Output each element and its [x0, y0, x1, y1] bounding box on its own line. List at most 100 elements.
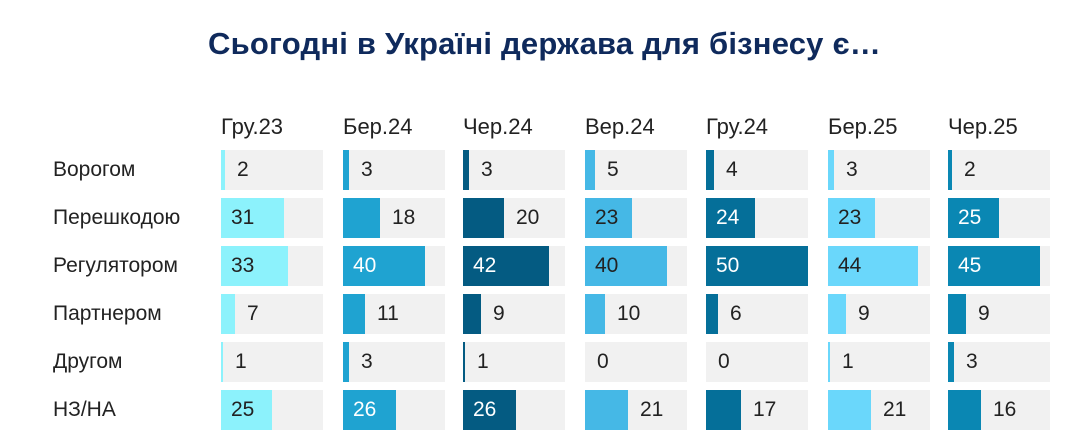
- bar: [948, 294, 966, 334]
- bar-track: 0: [585, 342, 687, 382]
- bar-track: 3: [343, 150, 445, 190]
- bar: [343, 390, 396, 430]
- row-label: НЗ/НА: [53, 398, 116, 421]
- bar-track: 4: [706, 150, 808, 190]
- value-label: 21: [640, 398, 664, 421]
- bar-track: 23: [585, 198, 687, 238]
- bar: [706, 150, 714, 190]
- bar-track: 33: [221, 246, 323, 286]
- value-label: 21: [883, 398, 907, 421]
- bar: [221, 390, 272, 430]
- bar: [343, 342, 349, 382]
- bar-track: 23: [828, 198, 930, 238]
- value-label: 26: [353, 398, 377, 421]
- value-label: 0: [597, 350, 609, 373]
- bar: [585, 294, 605, 334]
- bar: [828, 198, 875, 238]
- bar: [585, 246, 667, 286]
- bar-track: 3: [343, 342, 445, 382]
- value-label: 3: [966, 350, 978, 373]
- bar-track: 3: [948, 342, 1050, 382]
- bar: [463, 294, 481, 334]
- value-label: 1: [235, 350, 247, 373]
- bar: [828, 342, 830, 382]
- bar-track: 40: [585, 246, 687, 286]
- bar: [585, 198, 632, 238]
- bar-track: 9: [948, 294, 1050, 334]
- bar: [948, 150, 952, 190]
- bar: [221, 198, 284, 238]
- bar-track: 21: [828, 390, 930, 430]
- value-label: 1: [477, 350, 489, 373]
- bar: [585, 390, 628, 430]
- bar: [828, 294, 846, 334]
- bar-track: 21: [585, 390, 687, 430]
- column-header: Гру.24: [706, 114, 769, 139]
- bar-track: 0: [706, 342, 808, 382]
- value-label: 23: [595, 206, 619, 229]
- bar: [343, 294, 365, 334]
- value-label: 20: [516, 206, 540, 229]
- bar: [706, 198, 755, 238]
- bar: [221, 246, 288, 286]
- bar: [221, 294, 235, 334]
- bar: [706, 294, 718, 334]
- bar: [948, 246, 1040, 286]
- bar-track: 42: [463, 246, 565, 286]
- value-label: 25: [231, 398, 255, 421]
- value-label: 6: [730, 302, 742, 325]
- bar: [343, 246, 425, 286]
- bar-track: 17: [706, 390, 808, 430]
- bar-track: 45: [948, 246, 1050, 286]
- bar-track: 26: [343, 390, 445, 430]
- value-label: 42: [473, 254, 497, 277]
- bar-track: 11: [343, 294, 445, 334]
- bar-track: 2: [221, 150, 323, 190]
- column-header: Чер.25: [948, 114, 1018, 139]
- bar-track: 50: [706, 246, 808, 286]
- value-label: 17: [753, 398, 777, 421]
- bar-track: 44: [828, 246, 930, 286]
- bar: [828, 150, 834, 190]
- bar-track: 1: [221, 342, 323, 382]
- bar-track: 24: [706, 198, 808, 238]
- value-label: 18: [392, 206, 416, 229]
- bar-track: 5: [585, 150, 687, 190]
- value-label: 3: [846, 158, 858, 181]
- bar: [948, 390, 981, 430]
- value-label: 9: [858, 302, 870, 325]
- bar: [463, 246, 549, 286]
- value-label: 9: [978, 302, 990, 325]
- bar-track: 1: [828, 342, 930, 382]
- value-label: 1: [842, 350, 854, 373]
- bar-track: 7: [221, 294, 323, 334]
- bar-track: 16: [948, 390, 1050, 430]
- value-label: 40: [595, 254, 619, 277]
- value-label: 3: [481, 158, 493, 181]
- column-header: Вер.24: [585, 114, 655, 139]
- bar-track: 6: [706, 294, 808, 334]
- bar-track: 2: [948, 150, 1050, 190]
- bar: [463, 150, 469, 190]
- bar-track: 10: [585, 294, 687, 334]
- bar: [948, 198, 999, 238]
- bar: [828, 390, 871, 430]
- value-label: 0: [718, 350, 730, 373]
- bar-track: 20: [463, 198, 565, 238]
- bar: [463, 198, 504, 238]
- bar: [221, 150, 225, 190]
- column-header: Бер.24: [343, 114, 413, 139]
- bar-track: 3: [828, 150, 930, 190]
- value-label: 25: [958, 206, 982, 229]
- value-label: 2: [237, 158, 249, 181]
- value-label: 50: [716, 254, 740, 277]
- bar: [343, 150, 349, 190]
- value-label: 5: [607, 158, 619, 181]
- bar-track: 26: [463, 390, 565, 430]
- column-header: Чер.24: [463, 114, 533, 139]
- bar-track: 25: [221, 390, 323, 430]
- row-label: Другом: [53, 350, 123, 373]
- bar: [585, 150, 595, 190]
- value-label: 31: [231, 206, 255, 229]
- bar: [706, 246, 808, 286]
